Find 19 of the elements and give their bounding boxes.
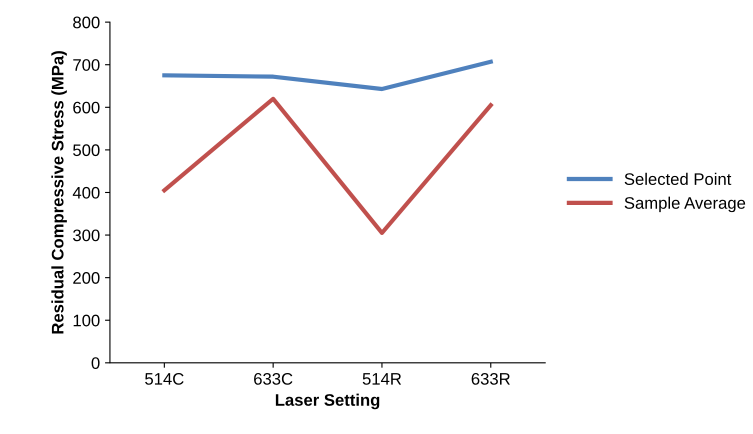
y-tick-label: 300 — [73, 229, 100, 242]
y-tick-label: 0 — [92, 357, 100, 370]
y-tick-label: 400 — [72, 186, 100, 199]
x-tick-label: 633R — [472, 372, 510, 385]
y-axis-title: Residual Compressive Stress (MPa) — [51, 51, 67, 334]
x-tick-label: 514R — [362, 373, 402, 385]
x-axis-title: Laser Setting — [276, 394, 380, 410]
y-tick-label: 700 — [73, 59, 100, 71]
y-tick-label: 600 — [73, 102, 100, 114]
y-tick-label: 200 — [73, 272, 100, 284]
line-series — [162, 96, 493, 236]
x-tick-label: 514C — [145, 372, 184, 385]
line-series — [162, 60, 493, 92]
legend-label: Selected Point — [624, 172, 732, 186]
y-tick-label: 100 — [74, 314, 100, 326]
legend-label: Sample Average — [624, 196, 746, 212]
y-tick-label: 800 — [73, 16, 100, 28]
y-tick-label: 500 — [73, 144, 100, 156]
x-tick-label: 633C — [254, 372, 292, 385]
